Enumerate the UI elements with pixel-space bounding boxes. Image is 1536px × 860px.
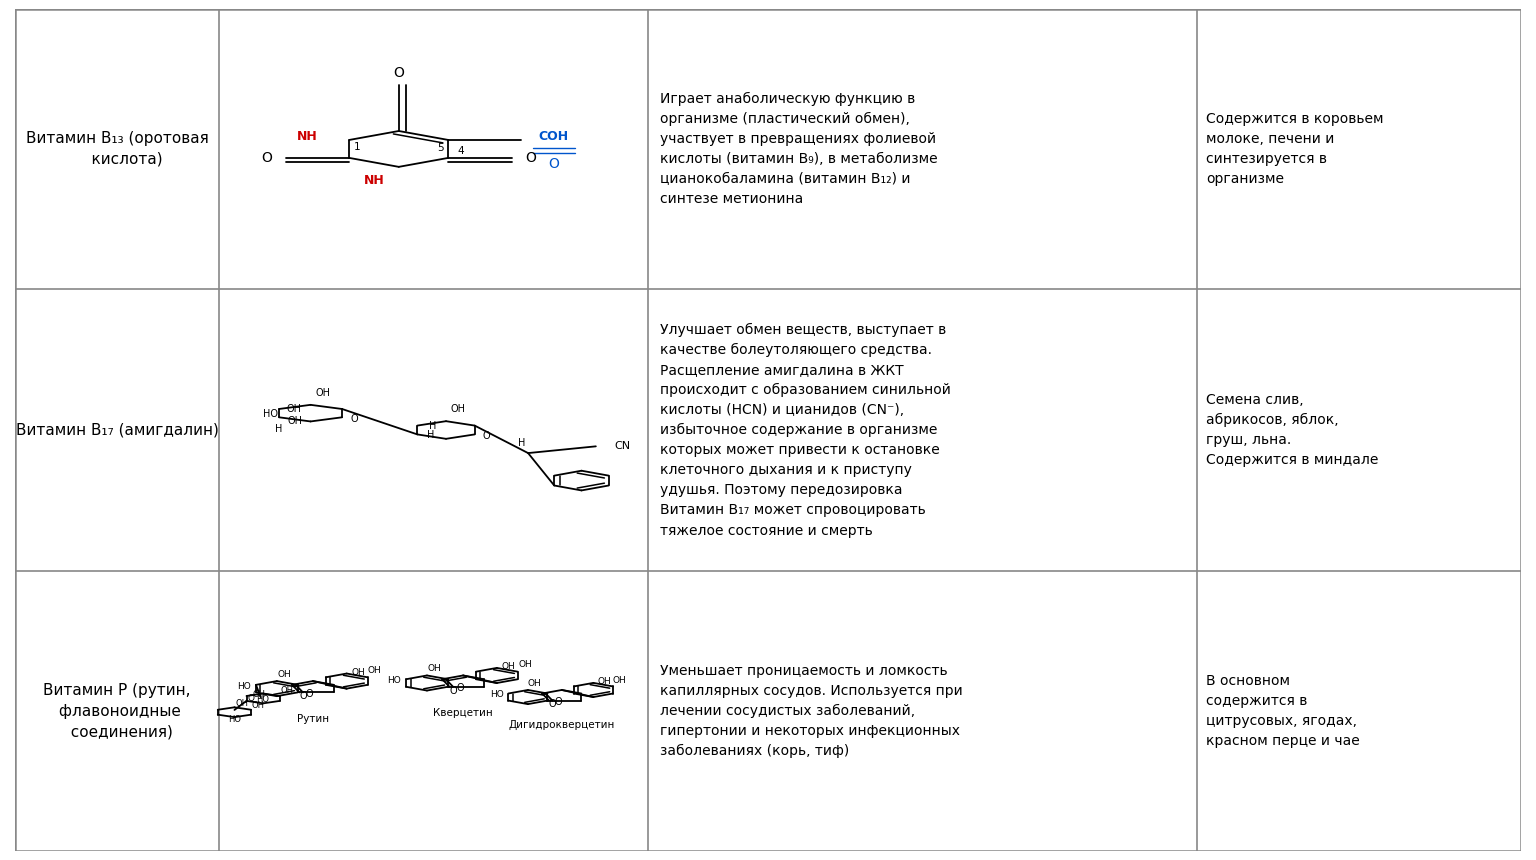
Text: OH: OH <box>427 664 441 673</box>
Text: Витамин B₁₇ (амигдалин): Витамин B₁₇ (амигдалин) <box>15 422 218 438</box>
Text: HO: HO <box>387 676 401 685</box>
Text: CN: CN <box>614 441 631 452</box>
Text: O: O <box>456 683 464 693</box>
Text: NH: NH <box>296 130 318 143</box>
Text: O: O <box>449 685 456 696</box>
Text: OH: OH <box>369 666 381 675</box>
Text: HO: HO <box>263 409 278 419</box>
Text: Играет анаболическую функцию в
организме (пластический обмен),
участвует в превр: Играет анаболическую функцию в организме… <box>659 92 937 206</box>
Text: HO: HO <box>227 716 241 724</box>
Text: O: O <box>261 150 272 165</box>
Text: Рутин: Рутин <box>296 714 329 724</box>
Text: Кверцетин: Кверцетин <box>433 708 493 718</box>
Text: OH: OH <box>315 388 330 398</box>
Text: O: O <box>548 157 559 170</box>
Text: OH: OH <box>528 679 542 688</box>
Text: H: H <box>275 424 283 434</box>
Text: OH: OH <box>276 670 290 679</box>
Text: H: H <box>518 438 525 448</box>
Text: OH: OH <box>287 404 301 414</box>
Text: O: O <box>393 66 404 80</box>
Text: OH: OH <box>287 416 303 427</box>
Text: В основном
содержится в
цитрусовых, ягодах,
красном перце и чае: В основном содержится в цитрусовых, ягод… <box>1206 674 1359 748</box>
Text: OH: OH <box>598 677 611 686</box>
Text: OH: OH <box>502 662 516 671</box>
Text: OH: OH <box>450 404 465 415</box>
Text: O: O <box>306 689 313 698</box>
Text: O: O <box>482 431 490 441</box>
Text: Витамин Р (рутин,
 флавоноидные
  соединения): Витамин Р (рутин, флавоноидные соединени… <box>43 683 190 740</box>
Text: OH: OH <box>518 660 531 669</box>
Text: COH: COH <box>539 130 568 143</box>
Text: O: O <box>548 699 556 710</box>
Text: Улучшает обмен веществ, выступает в
качестве болеутоляющего средства.
Расщеплени: Улучшает обмен веществ, выступает в каче… <box>659 322 951 538</box>
Text: Содержится в коровьем
молоке, печени и
синтезируется в
организме: Содержится в коровьем молоке, печени и с… <box>1206 112 1384 186</box>
Text: 5: 5 <box>438 144 444 153</box>
Text: OH: OH <box>613 676 627 685</box>
Text: HO: HO <box>257 695 269 703</box>
Text: 1: 1 <box>353 142 359 151</box>
Text: H: H <box>427 431 435 440</box>
Text: O: O <box>247 694 255 703</box>
Text: OH: OH <box>235 699 249 708</box>
Text: Витамин B₁₃ (оротовая
    кислота): Витамин B₁₃ (оротовая кислота) <box>26 131 209 167</box>
Text: O: O <box>300 691 307 701</box>
Text: H: H <box>429 421 436 431</box>
Text: O: O <box>350 414 358 424</box>
Text: OH: OH <box>252 690 266 699</box>
Text: HO: HO <box>490 691 504 699</box>
Text: OH: OH <box>252 702 264 710</box>
Text: OH: OH <box>281 686 293 695</box>
Text: O: O <box>525 150 536 165</box>
Text: Семена слив,
абрикосов, яблок,
груш, льна.
Содержится в миндале: Семена слив, абрикосов, яблок, груш, льн… <box>1206 393 1378 467</box>
Text: O: O <box>554 697 562 707</box>
Text: HO: HO <box>237 682 250 691</box>
Text: Уменьшает проницаемость и ломкость
капиллярных сосудов. Используется при
лечении: Уменьшает проницаемость и ломкость капил… <box>659 664 963 759</box>
Text: Дигидрокверцетин: Дигидрокверцетин <box>508 721 614 730</box>
Text: 4: 4 <box>458 146 464 157</box>
Text: NH: NH <box>364 174 386 187</box>
Text: OH: OH <box>352 667 366 677</box>
